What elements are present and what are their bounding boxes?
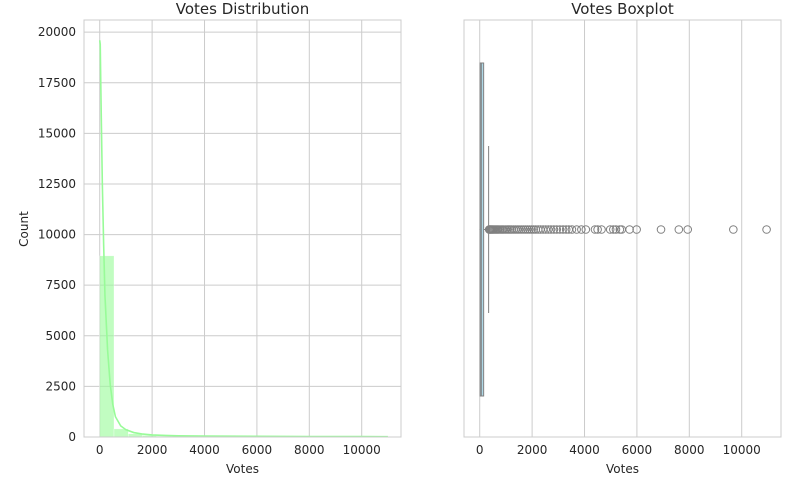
boxplot-x-axis-label: Votes [606, 462, 639, 476]
boxplot-outlier [674, 225, 684, 234]
boxplot-outlier [590, 225, 600, 234]
boxplot-outlier [514, 225, 524, 234]
x-tick-label: 10000 [723, 443, 761, 457]
boxplot-outlier [593, 225, 602, 234]
boxplot-outlier [552, 225, 562, 234]
boxplot-outlier [546, 225, 556, 234]
y-tick-label: 7500 [45, 278, 76, 292]
boxplot-outlier [609, 225, 618, 234]
boxplot-outlier [549, 225, 559, 234]
y-tick-label: 20000 [38, 25, 76, 39]
boxplot-outlier [625, 225, 634, 234]
histogram-chart: 0 2000 4000 6000 8000 10000 0 2500 5000 7500 10000… [17, 0, 402, 476]
boxplot-frame [463, 19, 782, 438]
boxplot-outlier [541, 225, 551, 234]
histogram-plot-area [84, 20, 401, 437]
x-tick-label: 2000 [137, 443, 168, 457]
boxplot-outlier [529, 225, 538, 234]
histogram-title: Votes Distribution [176, 0, 309, 18]
boxplot-outlier [762, 225, 771, 234]
y-tick-label: 10000 [38, 228, 76, 242]
kde-curve [98, 40, 388, 438]
x-tick-label: 2000 [517, 443, 548, 457]
boxplot-outlier [597, 225, 606, 234]
histogram-x-axis-label: Votes [226, 462, 259, 476]
boxplot-outlier [567, 225, 577, 234]
boxplot-outlier [521, 225, 530, 234]
boxplot-outlier [572, 225, 581, 234]
boxplot-outlier [555, 225, 565, 234]
boxplot-outlier [656, 225, 666, 234]
y-tick-label: 5000 [45, 329, 76, 343]
x-tick-label: 4000 [189, 443, 220, 457]
x-tick-label: 4000 [569, 443, 600, 457]
boxplot-outlier [518, 225, 528, 234]
histogram-y-axis-label: Count [17, 211, 31, 247]
x-tick-label: 8000 [294, 443, 325, 457]
boxplot-outlier [523, 225, 532, 234]
boxplot-outlier [516, 225, 526, 234]
boxplot-chart: 0 2000 4000 6000 8000 10000 Votes Boxplot Vot… [463, 0, 782, 476]
x-tick-label: 8000 [674, 443, 705, 457]
boxplot-outlier [581, 225, 591, 234]
boxplot-outlier [558, 225, 568, 234]
boxplot-outlier [527, 225, 536, 234]
y-tick-label: 17500 [38, 76, 76, 90]
x-tick-label: 6000 [622, 443, 653, 457]
boxplot-outlier [611, 225, 621, 234]
y-tick-label: 0 [68, 430, 76, 444]
x-tick-label: 6000 [242, 443, 273, 457]
x-tick-label: 10000 [343, 443, 381, 457]
boxplot-outlier [577, 225, 586, 234]
y-tick-label: 12500 [38, 177, 76, 191]
boxplot-outlier [525, 225, 534, 234]
boxplot-outlier [683, 225, 693, 234]
boxplot-title: Votes Boxplot [571, 0, 674, 18]
x-tick-label: 0 [476, 443, 484, 457]
boxplot-box [479, 62, 485, 397]
boxplot-outlier [561, 225, 571, 234]
histogram-frame [83, 19, 402, 438]
boxplot-outlier [605, 225, 615, 234]
boxplot-outlier [729, 225, 738, 234]
x-tick-label: 0 [96, 443, 104, 457]
boxplot-outlier [544, 225, 553, 234]
y-tick-label: 15000 [38, 126, 76, 140]
y-tick-label: 2500 [45, 379, 76, 393]
boxplot-outlier [632, 225, 641, 234]
